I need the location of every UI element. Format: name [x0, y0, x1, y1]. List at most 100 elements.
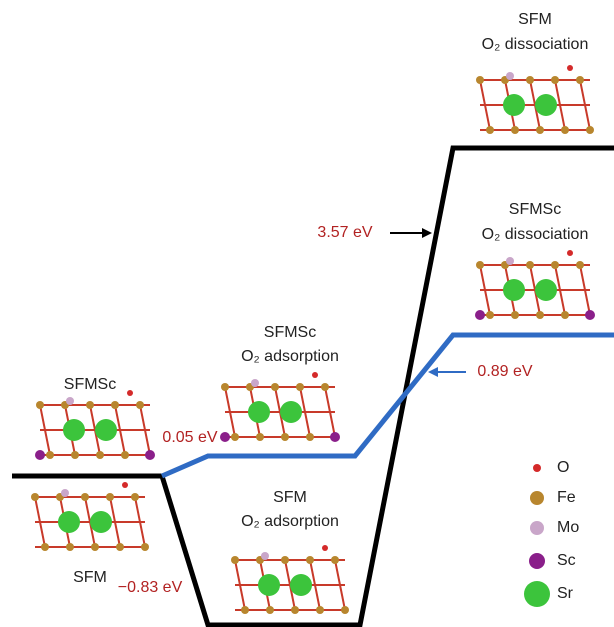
- crystal-structure: [35, 390, 155, 460]
- atom: [291, 606, 299, 614]
- atom: [231, 433, 239, 441]
- atom: [503, 94, 525, 116]
- legend-marker: [530, 521, 544, 535]
- atom: [116, 543, 124, 551]
- atom: [31, 493, 39, 501]
- legend-label: Mo: [557, 519, 579, 536]
- atom: [306, 433, 314, 441]
- atom: [506, 72, 514, 80]
- crystal-structure: [231, 545, 349, 614]
- atom: [476, 261, 484, 269]
- atom: [261, 552, 269, 560]
- atom: [486, 311, 494, 319]
- atom: [561, 126, 569, 134]
- atom: [231, 556, 239, 564]
- atom: [266, 606, 274, 614]
- atom: [551, 76, 559, 84]
- atom: [95, 419, 117, 441]
- crystal-structure: [475, 250, 595, 320]
- atom: [536, 311, 544, 319]
- state-label: SFMSc: [509, 201, 561, 218]
- atom: [535, 279, 557, 301]
- atom: [127, 390, 133, 396]
- atom: [576, 261, 584, 269]
- atom: [86, 401, 94, 409]
- atom: [511, 311, 519, 319]
- atom: [91, 543, 99, 551]
- atom: [341, 606, 349, 614]
- legend-label: Sr: [557, 585, 574, 602]
- atom: [122, 482, 128, 488]
- atom: [331, 556, 339, 564]
- atom: [585, 310, 595, 320]
- legend-label: Sc: [557, 552, 576, 569]
- atom: [321, 383, 329, 391]
- atom: [486, 126, 494, 134]
- atom: [221, 383, 229, 391]
- arrow-head: [428, 367, 438, 377]
- atom: [220, 432, 230, 442]
- arrow-head: [422, 228, 432, 238]
- atom: [551, 261, 559, 269]
- atom: [111, 401, 119, 409]
- atom: [136, 401, 144, 409]
- legend-marker: [529, 553, 545, 569]
- atom: [36, 401, 44, 409]
- atom: [90, 511, 112, 533]
- energy-label: 0.05 eV: [162, 429, 217, 446]
- state-label: SFMSc: [264, 324, 316, 341]
- atom: [241, 606, 249, 614]
- state-label: SFM: [73, 569, 107, 586]
- atom: [66, 397, 74, 405]
- atom: [141, 543, 149, 551]
- legend-marker: [533, 464, 541, 472]
- atom: [296, 383, 304, 391]
- state-label: SFM: [273, 489, 307, 506]
- legend-marker: [524, 581, 550, 607]
- atom: [567, 250, 573, 256]
- atom: [248, 401, 270, 423]
- atom: [271, 383, 279, 391]
- atom: [66, 543, 74, 551]
- atom: [121, 451, 129, 459]
- atom: [71, 451, 79, 459]
- crystal-structure: [476, 65, 594, 134]
- energy-label: 3.57 eV: [317, 224, 372, 241]
- state-step: O₂ adsorption: [241, 348, 339, 365]
- atom: [567, 65, 573, 71]
- atom: [306, 556, 314, 564]
- atom: [256, 433, 264, 441]
- atom: [61, 489, 69, 497]
- atom: [280, 401, 302, 423]
- crystal-structure: [220, 372, 340, 442]
- atom: [561, 311, 569, 319]
- atom: [503, 279, 525, 301]
- atom: [511, 126, 519, 134]
- atom: [41, 543, 49, 551]
- atom: [145, 450, 155, 460]
- atom: [506, 257, 514, 265]
- legend-marker: [530, 491, 544, 505]
- atom: [131, 493, 139, 501]
- atom: [576, 76, 584, 84]
- energy-diagram: SFMSc SFM SFMSc O₂ adsorption 0.05 eV SF…: [0, 0, 614, 627]
- atom: [281, 433, 289, 441]
- atom: [526, 76, 534, 84]
- energy-label: −0.83 eV: [118, 579, 183, 596]
- atom: [251, 379, 259, 387]
- atom: [106, 493, 114, 501]
- legend-label: O: [557, 459, 569, 476]
- atom: [35, 450, 45, 460]
- state-step: O₂ adsorption: [241, 513, 339, 530]
- atom: [536, 126, 544, 134]
- atom: [258, 574, 280, 596]
- sfmsc-path: [162, 335, 614, 476]
- atom: [46, 451, 54, 459]
- state-step: O₂ dissociation: [482, 36, 589, 53]
- atom: [63, 419, 85, 441]
- atom: [476, 76, 484, 84]
- crystal-structure: [31, 482, 149, 551]
- atom: [330, 432, 340, 442]
- atom: [526, 261, 534, 269]
- legend-label: Fe: [557, 489, 576, 506]
